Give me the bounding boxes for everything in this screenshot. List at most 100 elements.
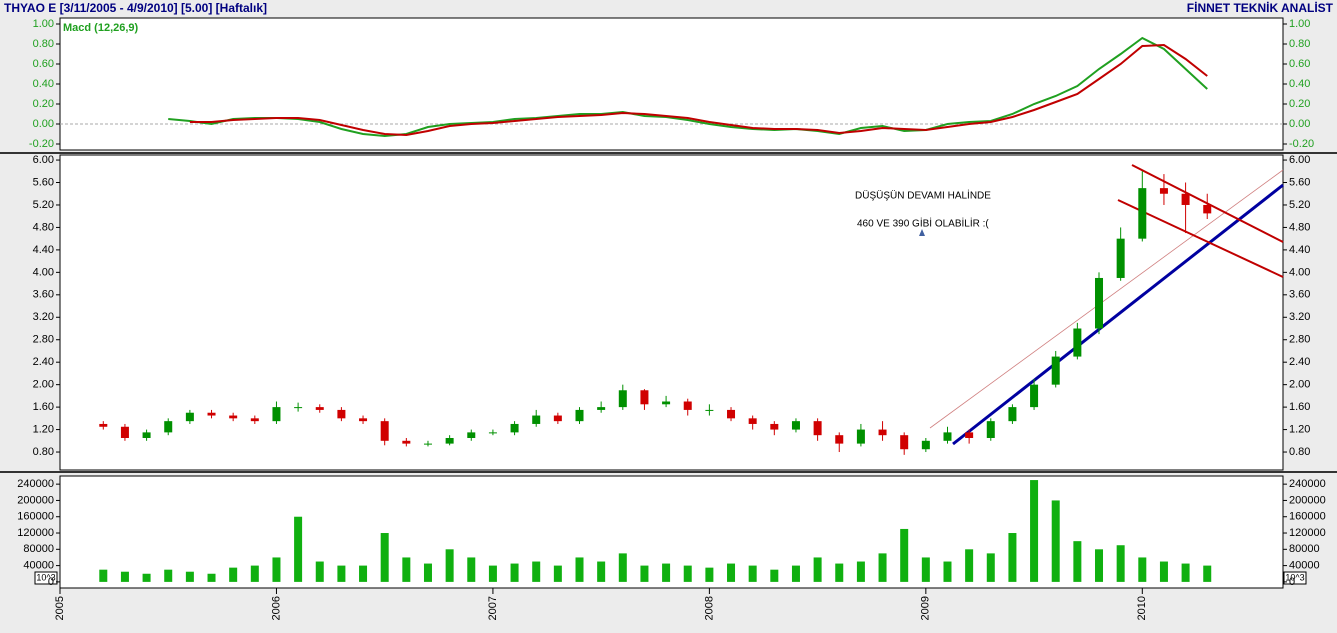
trend-line [952,183,1284,446]
x-tick-label: 2008 [703,596,715,620]
candle-body [553,415,562,422]
volume-bar [250,565,259,582]
volume-bar [986,553,995,582]
separator [0,471,1337,473]
macd-title: Macd (12,26,9) [63,22,139,34]
y-tick-label: 160000 [1289,511,1326,523]
y-tick-label: 5.60 [1289,176,1310,188]
y-tick-label: 5.60 [33,176,54,188]
volume-bar [445,549,454,582]
y-tick-label: 200000 [1289,494,1326,506]
x-tick-label: 2005 [54,596,66,620]
unit-label: 10^3 [36,572,55,582]
y-tick-label: 240000 [1289,478,1326,490]
candle-body [878,429,887,436]
volume-bar [185,571,194,582]
candle-body [164,421,173,433]
volume-bar [1116,545,1125,582]
y-tick-label: 0.80 [33,446,54,458]
volume-bar [510,563,519,582]
y-tick-label: 4.00 [1289,266,1310,278]
volume-bar [1181,563,1190,582]
y-tick-label: 0.00 [33,118,54,130]
candle-body [402,440,411,444]
candle-body [986,421,995,438]
annotation-marker [919,229,925,236]
y-tick-label: 2.00 [1289,379,1310,391]
y-tick-label: 200000 [17,494,54,506]
candle-body [1051,356,1060,385]
volume-bar [856,561,865,582]
x-tick-label: 2009 [920,596,932,620]
candle-body [229,415,238,419]
y-tick-label: 4.40 [1289,244,1310,256]
candle-body [1116,238,1125,278]
y-tick-label: 3.20 [33,311,54,323]
volume-bar [229,567,238,582]
y-tick-label: 1.20 [1289,423,1310,435]
candle-body [1138,188,1147,239]
macd-line [168,36,1208,138]
x-tick-label: 2006 [270,596,282,620]
volume-bar [423,563,432,582]
y-tick-label: 240000 [17,478,54,490]
annotation: DÜŞÜŞÜN DEVAMI HALİNDE [855,189,991,202]
volume-bar [900,528,909,582]
volume-bar [575,557,584,582]
y-tick-label: 1.00 [33,18,54,30]
volume-bar [921,557,930,582]
candle-body [662,401,671,405]
volume-bar [359,565,368,582]
candle-body [943,432,952,441]
candle-body [120,426,129,438]
candle-body [640,390,649,405]
y-tick-label: 1.60 [1289,401,1310,413]
annotation: 460 VE 390 GİBİ OLABİLİR :( [857,217,989,230]
candle-body [185,412,194,422]
candle-body [900,435,909,450]
y-tick-label: 0.80 [1289,446,1310,458]
y-tick-label: 0.40 [1289,78,1310,90]
y-tick-label: 120000 [1289,527,1326,539]
y-tick-label: -0.20 [29,138,54,150]
candle-body [575,409,584,422]
volume-bar [1203,565,1212,582]
volume-bar [164,569,173,582]
candle-body [272,407,281,422]
volume-bar [1095,549,1104,582]
y-tick-label: 6.00 [33,154,54,166]
candle-body [813,421,822,436]
volume-bar [791,565,800,582]
y-tick-label: 1.20 [33,423,54,435]
separator [0,152,1337,154]
y-tick-label: 3.20 [1289,311,1310,323]
volume-bar [618,553,627,582]
y-tick-label: 0 [1289,576,1295,588]
volume-bar [835,563,844,582]
unit-box [1283,571,1307,585]
candle-body [315,407,324,410]
y-tick-label: 80000 [23,543,54,555]
y-tick-label: 120000 [17,527,54,539]
candle-body [748,418,757,424]
candle-body [1159,188,1168,194]
candle-body [380,421,389,441]
y-tick-label: 2.00 [33,379,54,391]
volume-bar [553,565,562,582]
volume-bar [142,573,151,582]
unit-label: 10^3 [1285,572,1304,582]
candle-body [856,429,865,444]
volume-bar [813,557,822,582]
candle-body [488,432,497,434]
y-tick-label: 0.80 [33,38,54,50]
volume-bar [662,563,671,582]
y-tick-label: 160000 [17,511,54,523]
page-title: THYAO E [3/11/2005 - 4/9/2010] [5.00] [H… [4,1,267,15]
y-tick-label: 2.40 [33,356,54,368]
y-tick-label: 3.60 [1289,289,1310,301]
volume-bar [315,561,324,582]
y-tick-label: 4.80 [33,221,54,233]
y-tick-label: 80000 [1289,543,1320,555]
candle-body [1181,193,1190,205]
